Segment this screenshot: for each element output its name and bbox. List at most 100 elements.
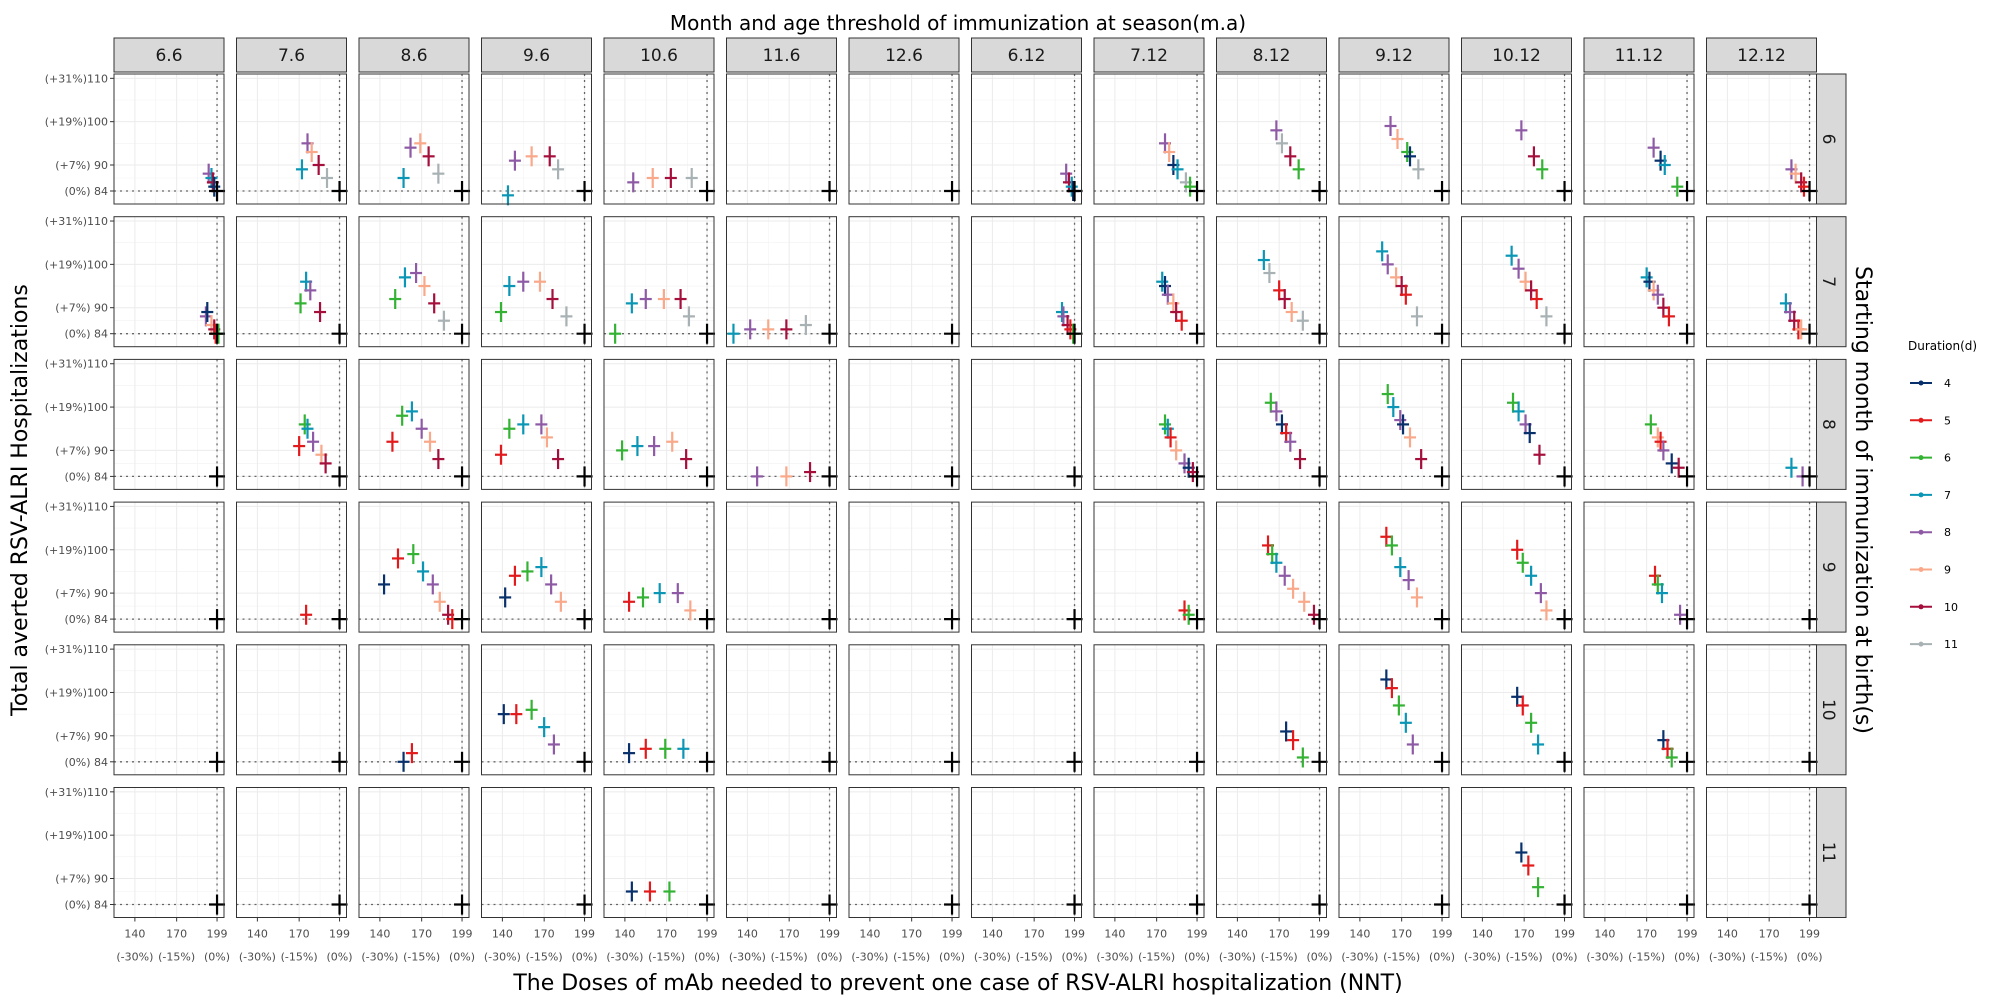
panel-border — [603, 358, 715, 490]
row-strip-bg — [1811, 787, 1847, 918]
data-point — [1511, 539, 1524, 560]
panel-bg — [971, 644, 1082, 775]
panel-bg — [726, 787, 837, 918]
x-tick-label: 140 — [247, 928, 268, 941]
x-tick-label: 170 — [1024, 928, 1045, 941]
data-point — [1264, 392, 1277, 413]
data-point — [405, 401, 418, 422]
data-point — [517, 414, 530, 435]
panel-border — [848, 216, 960, 348]
x-tick-label: 199 — [329, 928, 350, 941]
facet-panel — [1338, 501, 1451, 633]
data-point — [1671, 176, 1684, 197]
data-point — [437, 310, 450, 331]
panel-bg — [726, 216, 837, 347]
x-tick-label: 199 — [1432, 928, 1453, 941]
row-strip-label: 6 — [1818, 134, 1838, 145]
panel-border — [1583, 73, 1695, 205]
panel-border — [603, 787, 715, 918]
x-tick-sublabel: (0%) — [1429, 951, 1455, 964]
panel-border — [113, 73, 225, 205]
data-point — [639, 738, 652, 759]
data-point — [525, 699, 538, 720]
x-tick-label: 140 — [614, 928, 635, 941]
data-point — [625, 293, 638, 314]
data-point — [1523, 423, 1536, 444]
facet-panel — [603, 73, 716, 205]
data-point — [680, 449, 693, 470]
x-tick-label: 170 — [166, 928, 187, 941]
col-strip-label: 7.6 — [278, 46, 305, 66]
row-strip: 7 — [1811, 216, 1847, 348]
x-tick-sublabel: (-30%) — [729, 951, 766, 964]
data-point — [503, 276, 516, 297]
data-point — [205, 168, 218, 188]
panel-border — [1216, 644, 1327, 776]
panel-border — [726, 501, 837, 633]
panel-bg — [1216, 787, 1327, 918]
data-point — [1376, 241, 1389, 262]
data-point — [201, 302, 214, 323]
panel-border — [726, 73, 837, 205]
data-point — [1533, 444, 1546, 465]
panel-border — [358, 644, 470, 776]
y-tick-label: (0%) 84 — [64, 328, 108, 341]
data-point — [1412, 159, 1425, 180]
panel-border — [1216, 501, 1327, 633]
y-tick-label: (+7%) 90 — [55, 444, 108, 457]
x-tick-label: 140 — [492, 928, 513, 941]
y-tick-label: (+7%) 90 — [55, 159, 108, 172]
panel-border — [1583, 787, 1695, 918]
data-point — [1672, 457, 1685, 478]
x-tick-sublabel: (-15%) — [1628, 951, 1665, 964]
x-tick-sublabel: (-15%) — [1751, 951, 1788, 964]
panel-border — [971, 501, 1082, 633]
y-tick-label: (+31%)110 — [45, 643, 108, 656]
x-tick-label: 199 — [1677, 928, 1698, 941]
panel-bg — [1461, 502, 1572, 633]
data-point — [510, 704, 523, 725]
facet-panel — [236, 644, 348, 776]
data-point — [1644, 414, 1657, 435]
data-point — [625, 881, 638, 902]
panel-border — [1461, 73, 1572, 205]
data-point — [312, 155, 325, 175]
x-tick-sublabel: (-15%) — [1138, 951, 1175, 964]
facet-panel — [1583, 358, 1696, 490]
panel-border — [481, 73, 592, 205]
x-tick-sublabel: (-15%) — [281, 951, 318, 964]
col-strip: 9.6 — [481, 37, 592, 73]
panel-bg — [971, 502, 1082, 633]
data-point — [646, 168, 659, 188]
data-point — [648, 436, 661, 457]
data-point — [1540, 306, 1553, 327]
data-point — [1284, 146, 1297, 167]
panel-bg — [1461, 359, 1572, 490]
x-tick-sublabel: (0%) — [1674, 951, 1700, 964]
legend-entry: 5 — [1910, 414, 1951, 427]
data-point — [414, 133, 427, 154]
legend-entry: 9 — [1910, 564, 1951, 577]
panel-border — [236, 216, 347, 348]
facet-panel — [358, 216, 471, 348]
col-strip-label: 11.6 — [763, 46, 801, 66]
panel-bg — [481, 787, 592, 918]
facet-panel — [726, 73, 838, 205]
data-point — [1394, 410, 1407, 431]
row-strip: 8 — [1811, 358, 1847, 490]
data-point — [664, 168, 677, 188]
facet-panel — [481, 358, 593, 490]
x-tick-label: 199 — [942, 928, 963, 941]
facet-panel — [1338, 358, 1451, 490]
data-point — [663, 881, 676, 902]
col-strip: 10.12 — [1461, 37, 1572, 73]
col-strip: 8.6 — [358, 37, 470, 73]
row-facet-title: Starting month of immunization at birth(… — [1850, 266, 1875, 734]
panel-border — [971, 644, 1082, 776]
data-point — [1649, 565, 1662, 586]
col-strip-label: 7.12 — [1130, 46, 1168, 66]
panel-border — [358, 787, 470, 918]
panel-bg — [359, 74, 469, 204]
data-point — [1384, 116, 1397, 136]
data-point — [1385, 535, 1398, 556]
